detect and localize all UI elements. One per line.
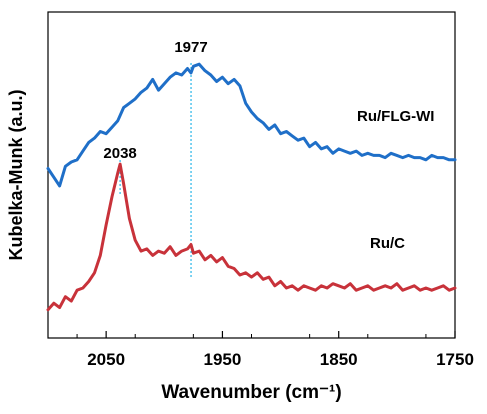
- plot-frame: [47, 11, 456, 339]
- x-tick-label-1950: 1950: [204, 350, 242, 369]
- annotation-1977: 1977: [174, 39, 207, 56]
- y-axis-label: Kubelka-Munk (a.u.): [6, 89, 26, 260]
- plot-layer: 2050 1950 1850 1750: [46, 11, 474, 369]
- series-line-ru-c: [46, 162, 457, 312]
- x-tick-label-1750: 1750: [436, 350, 474, 369]
- series-label-ru-flg-wi: Ru/FLG-WI: [357, 108, 434, 125]
- x-tick-label-1850: 1850: [320, 350, 358, 369]
- axis-layer: Kubelka-Munk (a.u.) Wavenumber (cm⁻¹) Ru…: [6, 39, 434, 403]
- annotation-2038: 2038: [103, 145, 136, 162]
- series-line-ru-flg-wi: [46, 62, 457, 188]
- x-axis-label: Wavenumber (cm⁻¹): [161, 382, 341, 403]
- x-tick-label-2050: 2050: [87, 350, 125, 369]
- series-label-ru-c: Ru/C: [370, 235, 405, 252]
